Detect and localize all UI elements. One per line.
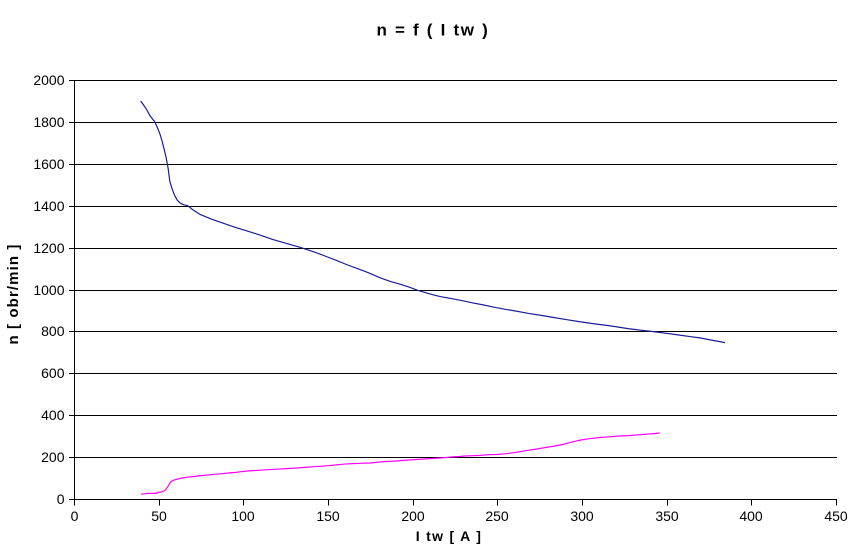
svg-text:1800: 1800 (33, 114, 64, 130)
svg-text:0: 0 (57, 491, 65, 507)
svg-text:50: 50 (151, 508, 167, 524)
svg-text:2000: 2000 (33, 72, 64, 88)
svg-text:I tw [ A ]: I tw [ A ] (416, 528, 482, 544)
svg-text:100: 100 (231, 508, 255, 524)
svg-text:600: 600 (41, 365, 65, 381)
svg-text:250: 250 (485, 508, 509, 524)
svg-text:400: 400 (41, 407, 65, 423)
svg-text:1600: 1600 (33, 156, 64, 172)
svg-text:400: 400 (739, 508, 763, 524)
svg-text:300: 300 (570, 508, 594, 524)
svg-text:1000: 1000 (33, 282, 64, 298)
svg-text:n = f ( I tw ): n = f ( I tw ) (376, 20, 489, 39)
svg-text:800: 800 (41, 323, 65, 339)
svg-text:0: 0 (71, 508, 79, 524)
svg-text:450: 450 (824, 508, 848, 524)
svg-text:200: 200 (401, 508, 425, 524)
svg-text:n [ obr/min ]: n [ obr/min ] (5, 244, 22, 345)
svg-text:200: 200 (41, 449, 65, 465)
svg-text:1200: 1200 (33, 240, 64, 256)
svg-text:350: 350 (655, 508, 679, 524)
svg-text:1400: 1400 (33, 198, 64, 214)
svg-text:150: 150 (316, 508, 340, 524)
